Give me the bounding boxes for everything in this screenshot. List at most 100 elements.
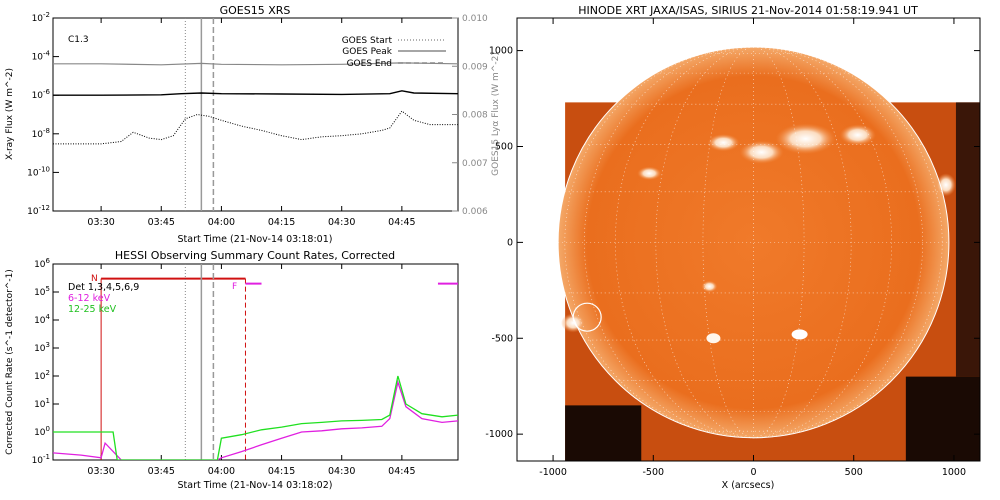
goes-x-label: Start Time (21-Nov-14 03:18:01)	[178, 234, 333, 245]
xrt-x-tick-label: 1000	[942, 467, 966, 478]
xrt-dark-corner-right	[905, 376, 980, 461]
hessi-legend-high-energy: 12-25 keV	[68, 304, 117, 315]
hessi-y-tick-label: 106	[34, 257, 50, 270]
goes-series-dotted-line	[53, 110, 458, 145]
hessi-y-label: Corrected Count Rate (s^-1 detector^-1)	[5, 269, 15, 455]
xrt-active-region	[561, 313, 586, 333]
goes-series-gray-line	[53, 62, 458, 66]
hessi-y-tick-label: 103	[34, 341, 50, 354]
xrt-flare-kernel	[791, 329, 808, 340]
xrt-solar-limb	[557, 46, 950, 439]
xrt-x-tick-label: -1000	[539, 467, 567, 478]
hessi-x-tick-label: 04:45	[388, 466, 415, 477]
xrt-y-tick-label: -500	[491, 333, 513, 344]
goes-x-tick-label: 03:45	[148, 217, 175, 228]
goes-legend-peak-label: GOES Peak	[342, 47, 392, 57]
goes-legend-end-label: GOES End	[347, 59, 392, 69]
goes-panel: GOES15 XRS 03:30 03:45 04:00 04:15 04:30 04:4…	[5, 4, 501, 245]
goes-y-label-right: GOES15 Lyα Flux (W m^-2)	[491, 52, 501, 176]
xrt-x-tick-label: -500	[643, 467, 665, 478]
hessi-x-label: Start Time (21-Nov-14 03:18:02)	[178, 480, 333, 491]
xrt-grid-meridian	[753, 46, 852, 439]
goes-flare-class: C1.3	[68, 35, 89, 45]
goes-x-tick-label: 04:00	[208, 217, 235, 228]
xrt-plot-frame	[516, 17, 981, 462]
hessi-series-group	[53, 375, 458, 460]
hessi-x-tick-label: 04:30	[328, 466, 355, 477]
hessi-y-tick-label: 10-1	[32, 453, 50, 466]
goes-x-tick-label: 03:30	[87, 217, 114, 228]
goes-plot-frame	[52, 17, 459, 212]
hessi-plot-frame	[52, 263, 459, 461]
xrt-active-region	[637, 166, 662, 181]
goes-y-axis: 10-2 10-4 10-6 10-8 10-10 10-12	[27, 11, 59, 217]
xrt-active-region	[775, 123, 836, 155]
hessi-legend: Det 1,3,4,5,6,9 6-12 keV 12-25 keV	[68, 282, 139, 315]
hessi-y-tick-label: 102	[34, 369, 50, 382]
goes-y-tick-label: 10-6	[32, 88, 51, 101]
goes-y-tick-label: 10-4	[32, 50, 51, 63]
xrt-x-label: X (arcsecs)	[722, 480, 775, 491]
xrt-bright-point	[706, 333, 721, 344]
goes-y-tick-label: 10-2	[32, 11, 50, 24]
hessi-x-tick-label: 04:00	[208, 466, 235, 477]
xrt-y-tick-label: 1000	[489, 46, 513, 57]
xrt-y-tick-label: 0	[507, 237, 513, 248]
xrt-y-axis: 1000 500 0 -500 -1000	[485, 46, 980, 440]
hessi-y-tick-label: 101	[34, 397, 50, 410]
goes-legend: GOES Start GOES Peak GOES End	[342, 36, 446, 69]
hessi-series-line-low	[53, 379, 458, 460]
hessi-series-line-high	[53, 375, 458, 460]
xrt-active-region	[739, 140, 784, 164]
xrt-y-tick-label: 500	[495, 141, 513, 152]
hessi-flare-flag: F	[232, 282, 237, 292]
goes-y-tick-label: 10-10	[27, 165, 50, 178]
goes-y-right-tick-label: 0.009	[462, 62, 488, 72]
hessi-legend-low-energy: 6-12 keV	[68, 293, 111, 304]
goes-title: GOES15 XRS	[220, 4, 291, 17]
xrt-solar-image	[557, 46, 980, 461]
hessi-x-tick-label: 03:45	[148, 466, 175, 477]
xrt-event-circle	[572, 302, 602, 332]
goes-y-right-tick-label: 0.007	[462, 159, 488, 169]
hessi-y-axis: 106 105 104 103 102 101 100 10-1	[32, 257, 59, 466]
xrt-dark-corner-left	[565, 405, 642, 461]
goes-y-tick-label: 10-12	[27, 204, 50, 217]
hessi-x-tick-label: 03:30	[87, 466, 114, 477]
hessi-x-tick-label: 04:15	[268, 466, 295, 477]
goes-x-tick-label: 04:30	[328, 217, 355, 228]
goes-x-axis: 03:30 03:45 04:00 04:15 04:30 04:45	[87, 18, 416, 228]
hessi-title: HESSI Observing Summary Count Rates, Cor…	[115, 249, 395, 262]
goes-y-label: X-ray Flux (W m^-2)	[5, 68, 15, 160]
goes-x-tick-label: 04:45	[388, 217, 415, 228]
hessi-y-tick-label: 100	[34, 425, 50, 438]
xrt-title: HINODE XRT JAXA/ISAS, SIRIUS 21-Nov-2014…	[578, 4, 918, 17]
hessi-y-tick-label: 104	[34, 313, 50, 326]
xrt-active-region	[839, 124, 876, 146]
goes-y-right-tick-label: 0.006	[462, 207, 488, 217]
xrt-y-tick-label: -1000	[485, 429, 513, 440]
goes-y-tick-label: 10-8	[32, 127, 50, 140]
xrt-dark-edge-right	[955, 102, 980, 377]
hessi-panel: HESSI Observing Summary Count Rates, Cor…	[5, 249, 459, 491]
goes-y-right-tick-label: 0.010	[462, 14, 488, 24]
hessi-y-tick-label: 105	[34, 285, 50, 298]
goes-series-solid-line	[53, 90, 458, 96]
xrt-x-tick-label: 0	[750, 467, 756, 478]
hessi-event-markers	[100, 264, 458, 460]
goes-y-axis-right: 0.010 0.009 0.008 0.007 0.006	[452, 14, 488, 217]
goes-event-markers	[184, 18, 215, 211]
goes-y-right-tick-label: 0.008	[462, 111, 488, 121]
xrt-x-axis: -1000 -500 0 500 1000	[539, 18, 966, 478]
goes-x-tick-label: 04:15	[268, 217, 295, 228]
xrt-grid-meridian	[655, 46, 754, 439]
hessi-x-axis: 03:30 03:45 04:00 04:15 04:30 04:45	[87, 264, 416, 477]
xrt-active-region	[707, 134, 740, 152]
xrt-x-tick-label: 500	[845, 467, 863, 478]
hessi-legend-detectors: Det 1,3,4,5,6,9	[68, 282, 139, 293]
goes-legend-start-label: GOES Start	[342, 36, 393, 46]
goes-series-group	[53, 62, 458, 145]
xrt-panel: HINODE XRT JAXA/ISAS, SIRIUS 21-Nov-2014…	[485, 4, 981, 491]
xrt-active-region	[935, 173, 956, 197]
